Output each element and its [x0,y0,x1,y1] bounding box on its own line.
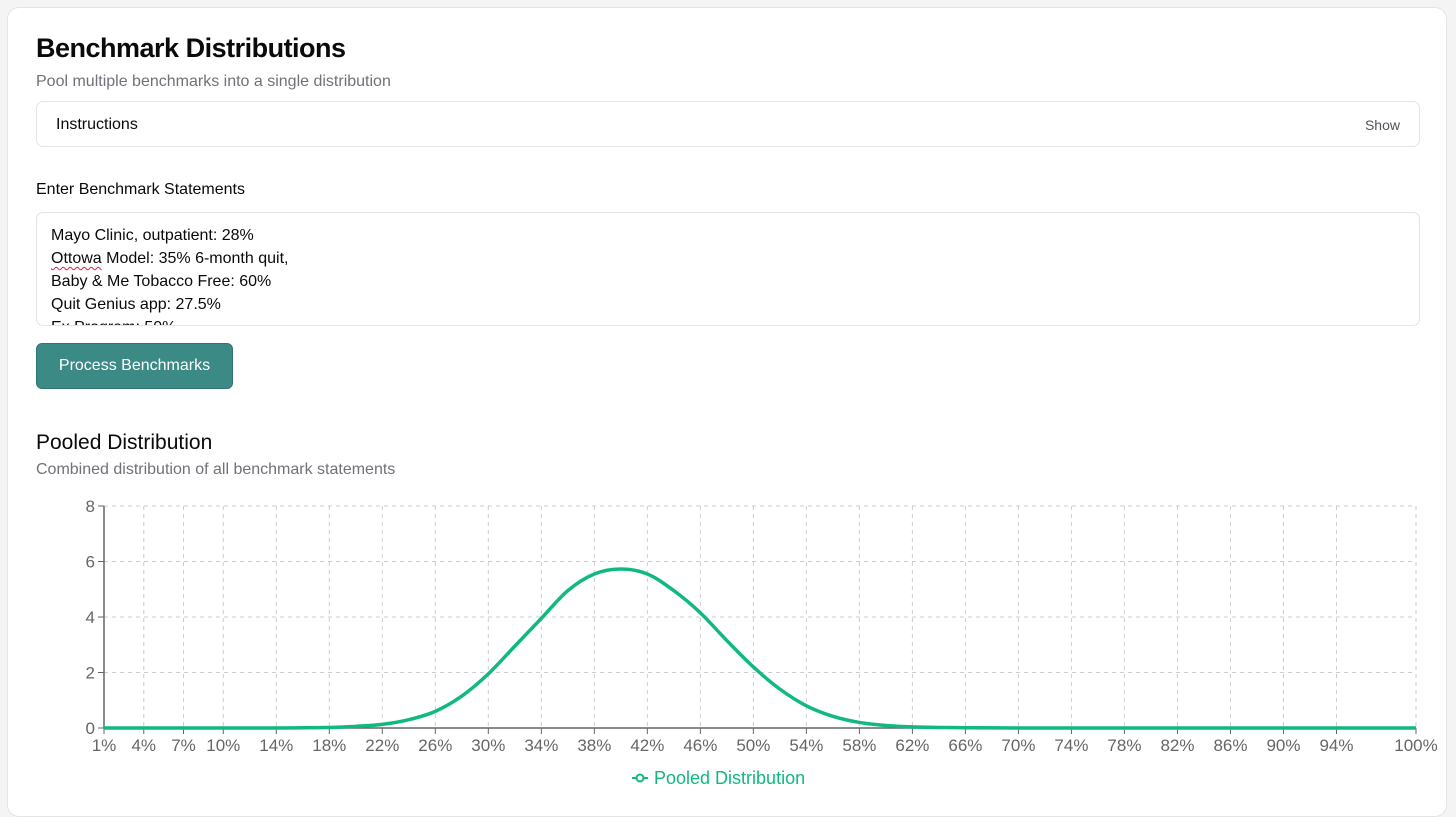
benchmark-input-label: Enter Benchmark Statements [36,181,245,198]
x-tick-label: 58% [842,736,876,755]
x-tick-label: 4% [131,736,156,755]
benchmark-statement-line: Ex Program: 50% [51,316,1405,325]
instructions-panel[interactable]: Instructions Show [36,101,1420,147]
series-line-pooled-distribution [104,567,1416,730]
y-tick-label: 6 [86,553,95,572]
y-tick-label: 8 [86,497,95,516]
x-tick-label: 1% [92,736,117,755]
x-tick-label: 38% [577,736,611,755]
instructions-toggle-button[interactable]: Show [1364,117,1400,133]
x-tick-label: 30% [471,736,505,755]
x-tick-label: 7% [171,736,196,755]
x-tick-label: 66% [948,736,982,755]
benchmark-statement-line: Ottowa Model: 35% 6-month quit, [51,250,289,267]
x-tick-label: 86% [1213,736,1247,755]
x-tick-label: 82% [1160,736,1194,755]
x-tick-label: 54% [789,736,823,755]
y-tick-label: 4 [86,608,95,627]
x-tick-label: 26% [418,736,452,755]
x-tick-label: 14% [259,736,293,755]
x-tick-label: 70% [1001,736,1035,755]
pooled-distribution-chart: 0 2 4 6 8 1% 4% 7% 10% 14% 18% 22% 26% 30% 34% 38% 42% 46… [86,497,1438,788]
x-tick-label: 94% [1319,736,1353,755]
page-subtitle: Pool multiple benchmarks into a single d… [36,73,391,90]
instructions-label: Instructions [56,116,138,133]
x-tick-label: 22% [365,736,399,755]
x-tick-label: 78% [1107,736,1141,755]
x-tick-label: 10% [206,736,240,755]
x-tick-label: 90% [1266,736,1300,755]
x-tick-label: 62% [895,736,929,755]
results-subtitle: Combined distribution of all benchmark s… [36,461,396,478]
benchmark-card: Benchmark Distributions Pool multiple be… [7,7,1447,817]
process-benchmarks-button[interactable]: Process Benchmarks [36,343,233,389]
benchmark-statement-line: Mayo Clinic, outpatient: 28% [51,227,254,244]
benchmark-statement-line: Quit Genius app: 27.5% [51,296,221,313]
x-tick-label: 42% [630,736,664,755]
legend-swatch-marker [635,773,645,783]
y-tick-label: 0 [86,719,95,738]
x-tick-label: 74% [1054,736,1088,755]
misspelled-word: Ottowa [51,250,102,267]
benchmark-statements-textarea[interactable]: Mayo Clinic, outpatient: 28% Ottowa Model… [36,212,1420,326]
page-title: Benchmark Distributions [36,33,346,63]
x-tick-label: 46% [683,736,717,755]
x-tick-label: 18% [312,736,346,755]
benchmark-statement-line: Baby & Me Tobacco Free: 60% [51,273,272,290]
legend-label: Pooled Distribution [654,768,805,788]
results-title: Pooled Distribution [36,431,213,454]
x-tick-label: 50% [736,736,770,755]
x-tick-label: 34% [524,736,558,755]
x-tick-label: 100% [1394,736,1437,755]
y-tick-label: 2 [86,664,95,683]
